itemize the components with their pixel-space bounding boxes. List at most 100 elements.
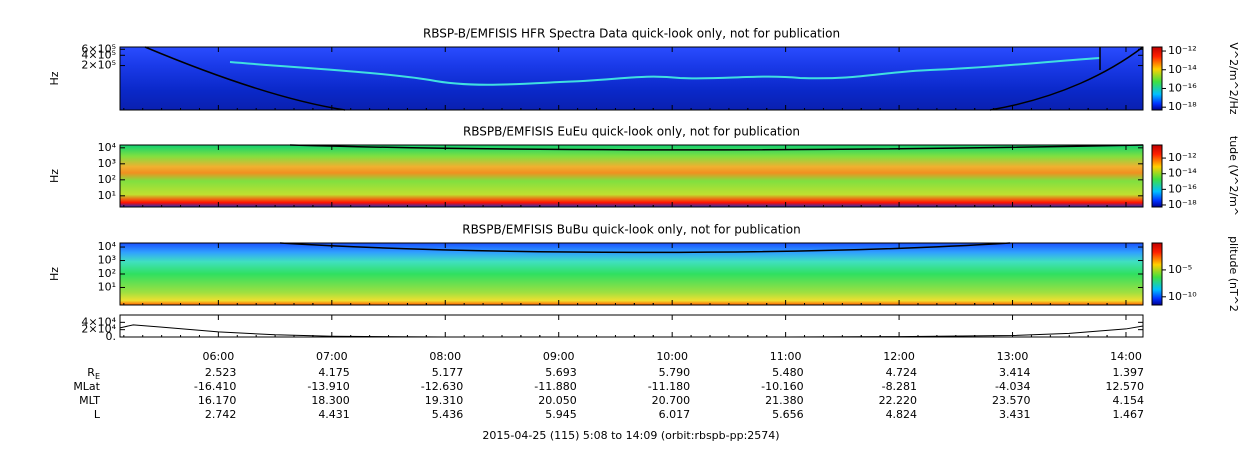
colorbar-tick-label: 10⁻¹⁰ xyxy=(1168,290,1197,303)
y-tick-label: 6×10⁵ xyxy=(81,42,116,55)
panel-title: RBSPB/EMFISIS BuBu quick-look only, not … xyxy=(462,223,800,237)
x-tick-label: 10:00 xyxy=(656,350,688,363)
ephemeris-label-text: R xyxy=(87,366,95,379)
colorbar-label: tude (V^2/m^ xyxy=(1227,136,1240,216)
ephemeris-value: 1.397 xyxy=(1112,366,1144,379)
ephemeris-value: 18.300 xyxy=(311,394,350,407)
y-tick-label: 0. xyxy=(106,330,117,343)
spectrogram-image xyxy=(120,243,1143,305)
ephemeris-value: 5.436 xyxy=(432,408,464,421)
ephemeris-value: 5.790 xyxy=(659,366,691,379)
ephemeris-label-text: L xyxy=(94,408,101,421)
ephemeris-value: 21.380 xyxy=(765,394,804,407)
y-tick-label: 4×10⁵ xyxy=(81,48,116,61)
ephemeris-label: MLat xyxy=(73,380,100,393)
panel-title: RBSP-B/EMFISIS HFR Spectra Data quick-lo… xyxy=(423,27,840,41)
ephemeris-value: -12.630 xyxy=(421,380,463,393)
y-tick-label: 10³ xyxy=(98,157,116,170)
ephemeris-value: 5.177 xyxy=(432,366,464,379)
ephemeris-value: 22.220 xyxy=(879,394,918,407)
x-tick-label: 13:00 xyxy=(997,350,1029,363)
ephemeris-value: -4.034 xyxy=(995,380,1030,393)
colorbar-tick-label: 10⁻¹⁴ xyxy=(1168,63,1197,76)
y-tick-label: 10² xyxy=(98,267,116,280)
colorbar-tick-label: 10⁻⁵ xyxy=(1168,263,1192,276)
ephemeris-value: 20.700 xyxy=(652,394,691,407)
panel-frame xyxy=(119,144,1144,208)
ephemeris-value: 5.480 xyxy=(772,366,804,379)
ephemeris-value: 16.170 xyxy=(198,394,237,407)
panel-title: RBSPB/EMFISIS EuEu quick-look only, not … xyxy=(463,125,800,139)
y-axis-label: Hz xyxy=(48,71,61,85)
y-tick-label: 10¹ xyxy=(98,280,116,293)
ephemeris-value: 3.431 xyxy=(999,408,1031,421)
overlay-curve xyxy=(144,46,1144,111)
colorbar-tick-label: 10⁻¹⁶ xyxy=(1168,81,1197,94)
ephemeris-value: 4.724 xyxy=(886,366,918,379)
colorbar xyxy=(1151,144,1163,208)
ephemeris-value: 6.017 xyxy=(659,408,691,421)
x-tick-label: 11:00 xyxy=(770,350,802,363)
colorbar-tick-label: 10⁻¹⁸ xyxy=(1168,100,1197,113)
ephemeris-value: 5.693 xyxy=(545,366,577,379)
ephemeris-value: 4.154 xyxy=(1112,394,1144,407)
x-tick-label: 08:00 xyxy=(429,350,461,363)
colorbar-label: V^2/m^2/Hz xyxy=(1227,42,1240,114)
overlay-curve xyxy=(279,242,1011,254)
ephemeris-label: MLT xyxy=(79,394,100,407)
ephemeris-value: 1.467 xyxy=(1112,408,1144,421)
data-line xyxy=(119,324,1144,338)
y-tick-label: 10³ xyxy=(98,254,116,267)
ephemeris-value: 5.656 xyxy=(772,408,804,421)
x-tick-label: 14:00 xyxy=(1110,350,1142,363)
x-tick-label: 12:00 xyxy=(883,350,915,363)
colorbar-tick-label: 10⁻¹² xyxy=(1168,44,1197,57)
y-tick-label: 10⁴ xyxy=(98,240,117,253)
ephemeris-value: 5.945 xyxy=(545,408,577,421)
panel-frame xyxy=(119,314,1144,338)
emission-trace xyxy=(229,57,1101,86)
ephemeris-value: 12.570 xyxy=(1105,380,1144,393)
ephemeris-value: -11.880 xyxy=(534,380,576,393)
spectrogram-image xyxy=(120,145,1143,207)
y-tick-label: 10² xyxy=(98,173,116,186)
ephemeris-value: -13.910 xyxy=(307,380,349,393)
ephemeris-value: 2.742 xyxy=(205,408,237,421)
colorbar xyxy=(1151,46,1163,111)
ephemeris-label: RE xyxy=(87,366,100,381)
ephemeris-value: -10.160 xyxy=(761,380,803,393)
y-tick-label: 2×10⁵ xyxy=(81,59,116,72)
footer: 2015-04-25 (115) 5:08 to 14:09 (orbit:rb… xyxy=(482,429,779,442)
y-tick-label: 2×10⁴ xyxy=(81,323,116,336)
ephemeris-value: 4.824 xyxy=(886,408,918,421)
ephemeris-value: -16.410 xyxy=(194,380,236,393)
y-tick-label: 10¹ xyxy=(98,189,116,202)
ephemeris-label-text: MLat xyxy=(73,380,100,393)
spectrogram-images xyxy=(120,46,1144,305)
y-axis-label: Hz xyxy=(48,267,61,281)
overlay-curve xyxy=(289,144,1144,151)
colorbar-tick-label: 10⁻¹⁸ xyxy=(1168,198,1197,211)
colorbar-label: plitude (nT^2 xyxy=(1227,236,1240,312)
x-tick-label: 07:00 xyxy=(316,350,348,363)
ephemeris-value: 2.523 xyxy=(205,366,237,379)
panel-frame xyxy=(119,46,1144,111)
y-axis-label: Hz xyxy=(48,169,61,183)
colorbar-tick-label: 10⁻¹² xyxy=(1168,151,1197,164)
ephemeris-value: 4.175 xyxy=(318,366,350,379)
y-tick-label: 10⁴ xyxy=(98,141,117,154)
ephemeris-value: 23.570 xyxy=(992,394,1031,407)
ephemeris-label-subscript: E xyxy=(95,372,100,381)
colorbar-tick-label: 10⁻¹⁶ xyxy=(1168,182,1197,195)
colorbar xyxy=(1151,242,1163,306)
ephemeris-value: -11.180 xyxy=(648,380,690,393)
ephemeris-label: L xyxy=(94,408,101,421)
ephemeris-value: 20.050 xyxy=(538,394,577,407)
ephemeris-value: 19.310 xyxy=(425,394,464,407)
ephemeris-value: 3.414 xyxy=(999,366,1031,379)
x-tick-label: 09:00 xyxy=(543,350,575,363)
ephemeris-value: -8.281 xyxy=(882,380,917,393)
ephemeris-label-text: MLT xyxy=(79,394,100,407)
ephemeris-value: 4.431 xyxy=(318,408,350,421)
